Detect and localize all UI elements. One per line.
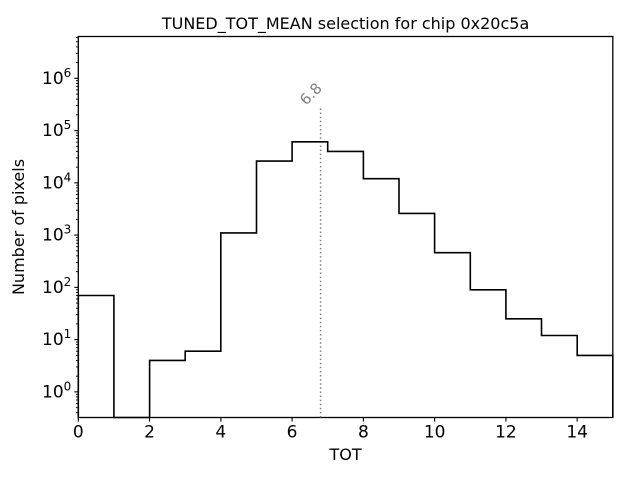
- x-axis-tick-label: 10: [424, 423, 446, 443]
- x-axis-tick-label: 6: [287, 423, 298, 443]
- y-axis-label: Number of pixels: [9, 159, 28, 295]
- chart-title: TUNED_TOT_MEAN selection for chip 0x20c5…: [161, 14, 529, 34]
- x-axis-tick-label: 8: [358, 423, 369, 443]
- x-axis-label: TOT: [328, 445, 361, 464]
- x-axis-tick-label: 4: [215, 423, 226, 443]
- histogram-line: [77, 141, 614, 419]
- x-axis-tick-label: 12: [495, 423, 517, 443]
- x-axis-tick-label: 14: [566, 423, 588, 443]
- axes-frame: [77, 35, 614, 419]
- x-axis-tick-label: 2: [144, 423, 155, 443]
- x-axis-tick-label: 0: [73, 423, 84, 443]
